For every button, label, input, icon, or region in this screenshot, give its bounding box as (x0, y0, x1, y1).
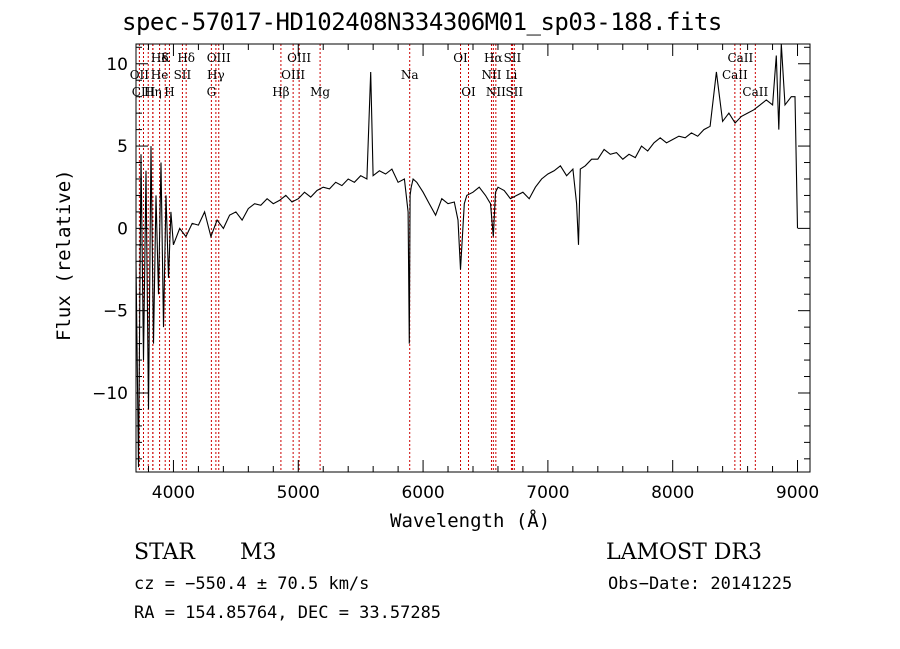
marker-label-16: Li (506, 68, 518, 82)
marker-label-8: CaII (727, 51, 753, 65)
marker-label-17: CaII (722, 68, 748, 82)
marker-label-23: Mg (310, 85, 330, 99)
plot-frame (135, 43, 811, 473)
marker-label-6: Hα (484, 51, 503, 65)
coordinates: RA = 154.85764, DEC = 33.57285 (134, 603, 442, 623)
marker-label-24: OI (461, 85, 476, 99)
redshift-readout: cz = −550.4 ± 70.5 km/s (134, 574, 370, 594)
marker-label-20: H (164, 85, 174, 99)
marker-label-27: CaII (742, 85, 768, 99)
x-axis-label: Wavelength (Å) (390, 510, 551, 532)
marker-label-15: NII (481, 68, 501, 82)
x-tick-label-7000: 7000 (526, 483, 569, 503)
x-tick-label-9000: 9000 (776, 483, 819, 503)
x-tick-label-8000: 8000 (651, 483, 694, 503)
y-tick-label-3: 5 (117, 137, 128, 157)
chart-title: spec-57017-HD102408N334306M01_sp03-188.f… (122, 8, 722, 36)
marker-label-0: Hδ (151, 51, 169, 65)
object-subclass: M3 (240, 540, 277, 565)
marker-label-12: Hγ (207, 68, 225, 82)
marker-label-10: He (151, 68, 169, 82)
marker-label-4: OIII (287, 51, 311, 65)
marker-label-18: CIII (132, 85, 156, 99)
marker-label-7: SII (504, 51, 522, 65)
marker-label-5: OI (453, 51, 468, 65)
marker-label-22: Hβ (272, 85, 289, 99)
y-tick-label-1: −5 (103, 302, 128, 322)
spectrum-line (135, 43, 799, 468)
y-tick-label-4: 10 (106, 55, 128, 75)
survey-name: LAMOST DR3 (606, 540, 762, 565)
marker-label-2: Hδ (177, 51, 195, 65)
x-tick-label-6000: 6000 (401, 483, 444, 503)
marker-label-11: SII (174, 68, 192, 82)
x-tick-label-5000: 5000 (277, 483, 320, 503)
marker-label-13: OIII (281, 68, 305, 82)
object-type: STAR (134, 540, 195, 565)
marker-label-3: OIII (207, 51, 231, 65)
marker-label-26: SII (505, 85, 523, 99)
x-tick-label-4000: 4000 (152, 483, 195, 503)
marker-label-9: OII (130, 68, 150, 82)
obs-date: Obs−Date: 20141225 (608, 574, 793, 594)
marker-label-1: K (161, 51, 171, 65)
y-tick-label-2: 0 (117, 219, 128, 239)
marker-label-25: NII (486, 85, 506, 99)
y-tick-label-0: −10 (92, 384, 128, 404)
y-axis-label: Flux (relative) (53, 169, 75, 341)
marker-label-21: G (207, 85, 217, 99)
marker-label-19: Hη (144, 85, 162, 99)
marker-label-14: Na (401, 68, 419, 82)
